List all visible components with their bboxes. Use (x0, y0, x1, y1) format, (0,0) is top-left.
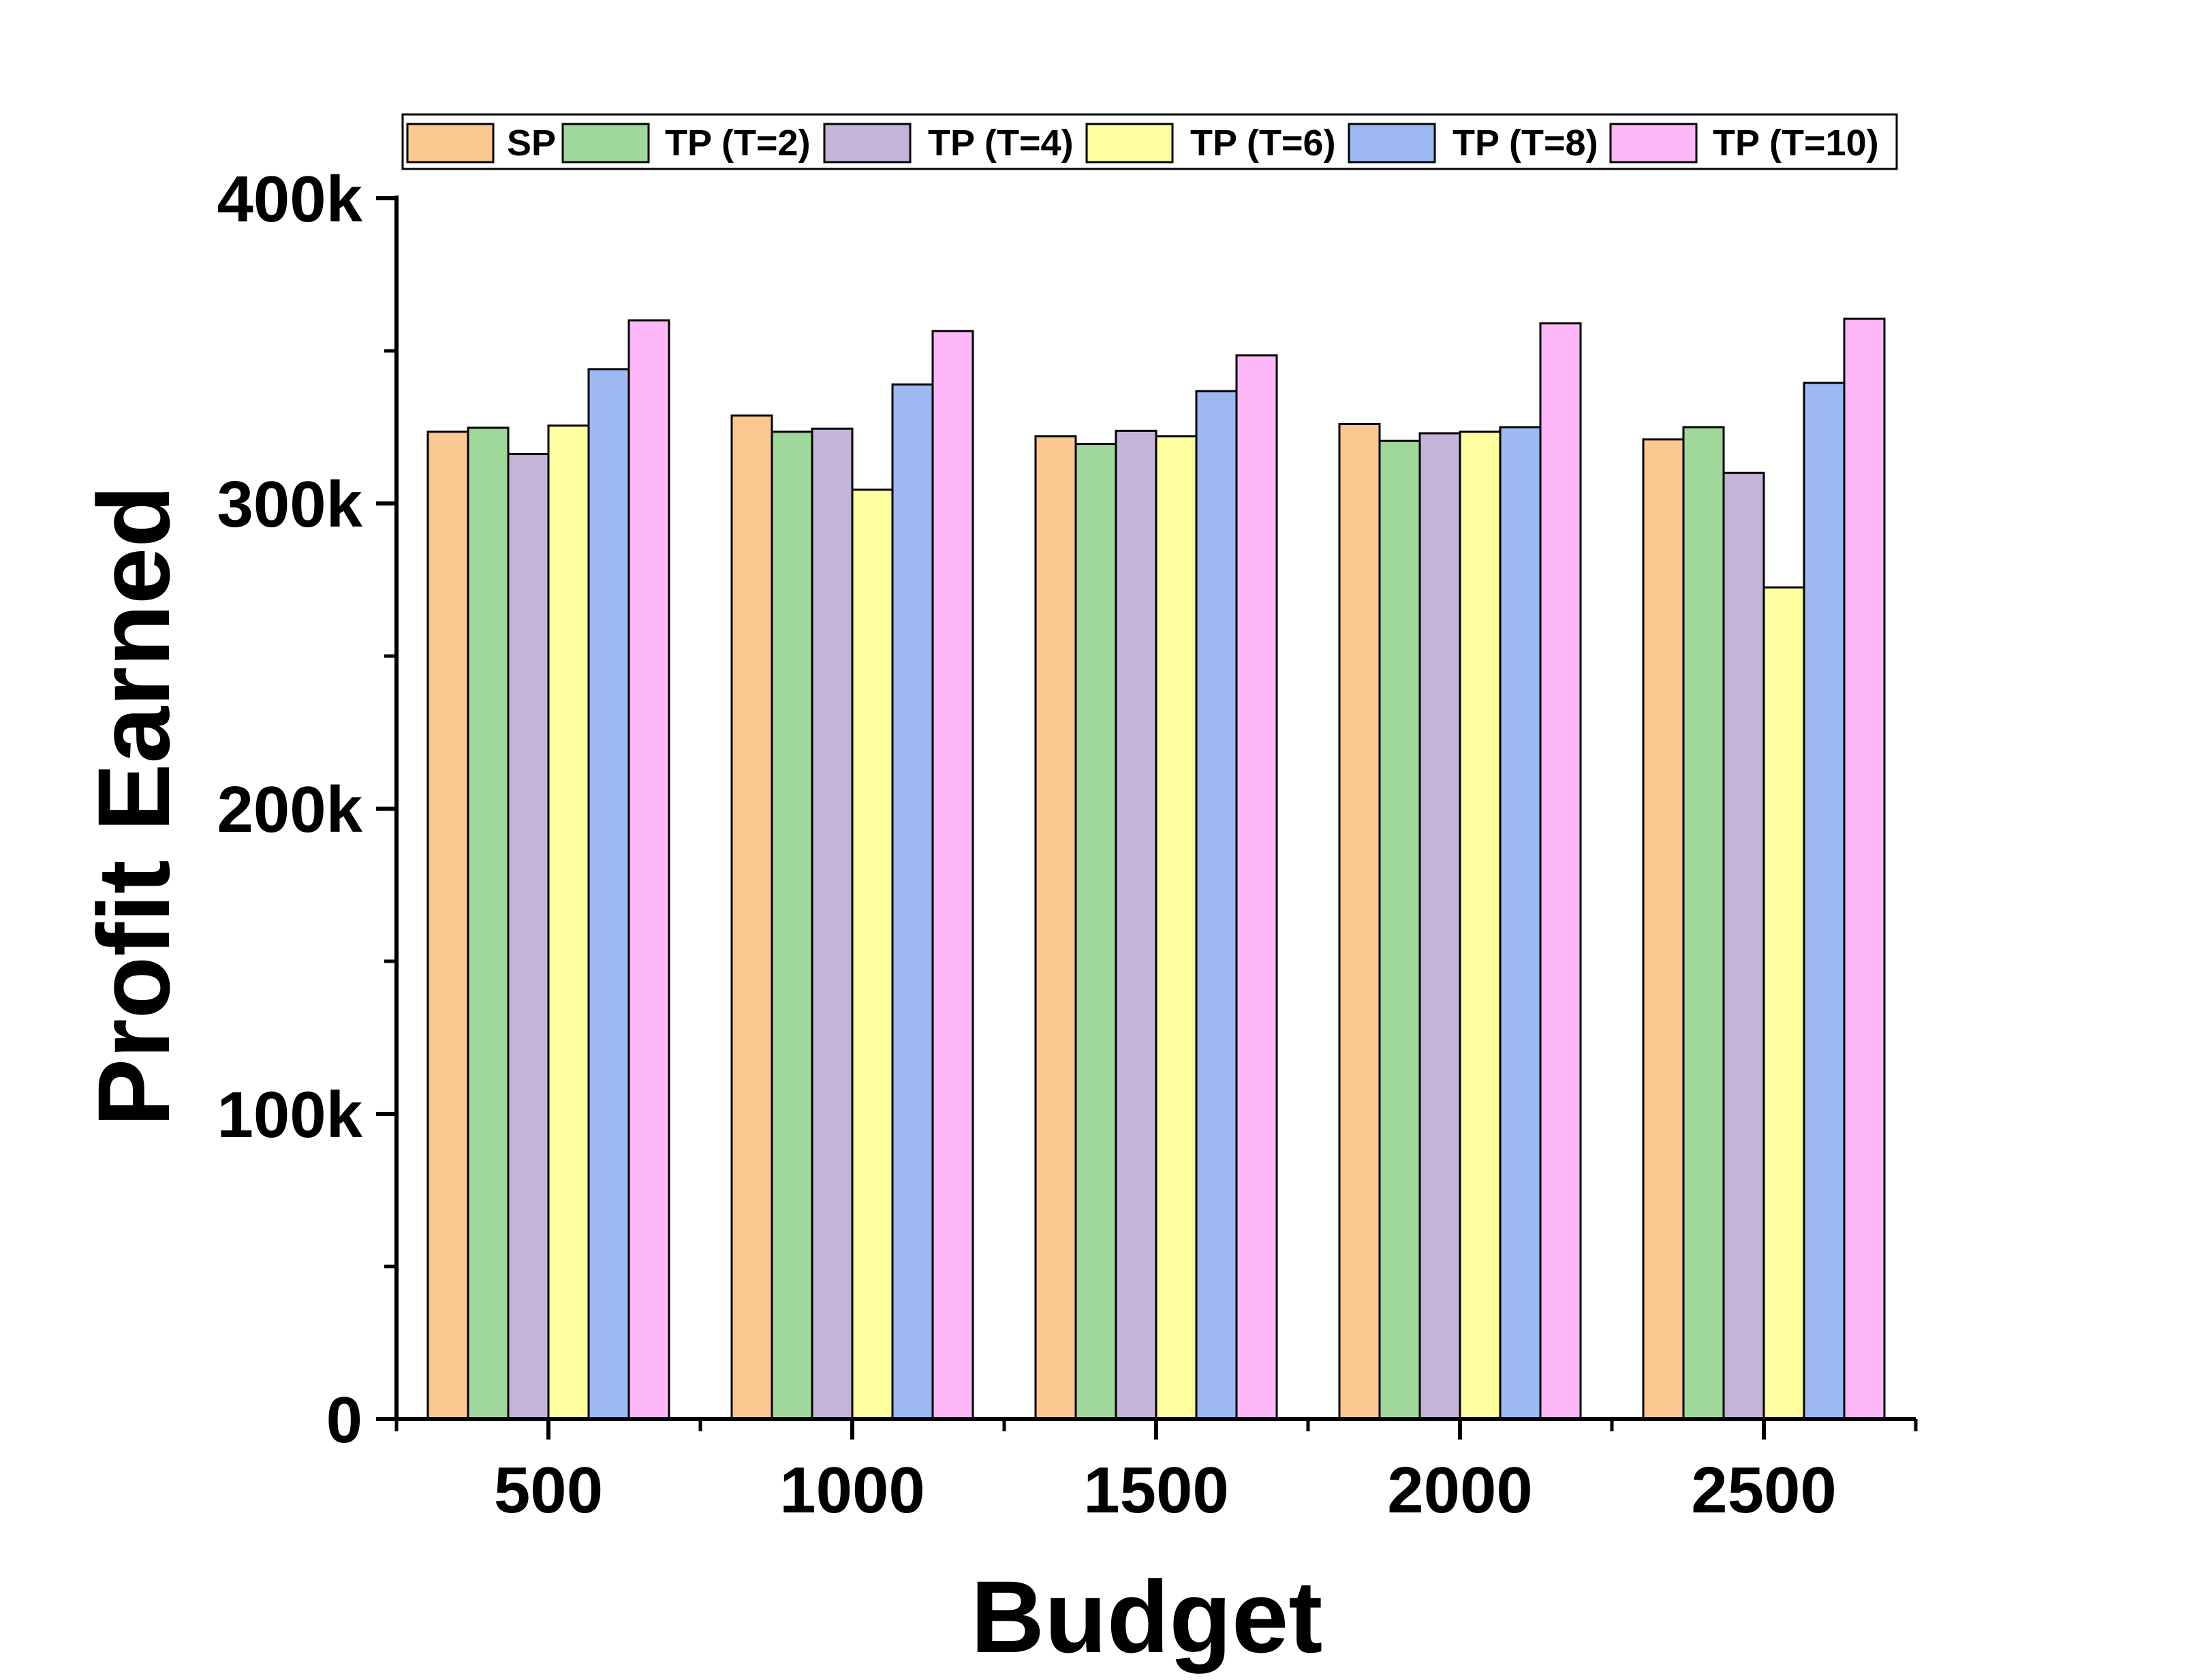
legend-label: TP (T=8) (1452, 123, 1598, 164)
bar-tp-t-6-2000 (1459, 431, 1502, 1420)
legend-label: TP (T=10) (1713, 123, 1879, 164)
bar-tp-t-8-1000 (891, 383, 934, 1420)
bar-tp-t-8-1500 (1195, 390, 1238, 1420)
bar-tp-t-2-1000 (771, 431, 813, 1420)
bar-tp-t-6-1500 (1155, 435, 1198, 1420)
x-tick-label: 1000 (779, 1454, 925, 1527)
y-tick-label: 300k (217, 468, 362, 541)
bar-tp-t-4-1000 (811, 427, 854, 1420)
legend-swatch (1085, 123, 1174, 164)
legend-swatch (823, 123, 912, 164)
bar-sp-500 (426, 431, 469, 1420)
y-tick-label: 400k (217, 163, 362, 236)
bar-sp-1000 (730, 414, 773, 1420)
axes: 0 100k 200k 300k 400k 500 1000 1500 2000 2500 (217, 163, 1918, 1527)
bar-tp-t-10-1000 (931, 330, 974, 1420)
legend: SP TP (T=2) TP (T=4) TP (T=6) TP (T=8) TP (T=… (401, 113, 1898, 170)
bar-tp-t-4-500 (507, 452, 550, 1420)
legend-swatch (561, 123, 650, 164)
bar-tp-t-2-500 (467, 426, 510, 1420)
bar-tp-t-4-2500 (1722, 471, 1765, 1420)
bar-tp-t-2-1500 (1074, 443, 1117, 1420)
legend-swatch (1609, 123, 1698, 164)
y-tick-label: 200k (217, 773, 362, 846)
bar-tp-t-10-2000 (1539, 322, 1582, 1420)
y-tick-label: 100k (217, 1078, 362, 1151)
bar-tp-t-2-2500 (1682, 426, 1725, 1420)
bar-tp-t-10-1500 (1235, 354, 1278, 1420)
bar-tp-t-6-2500 (1762, 586, 1805, 1420)
legend-swatch (406, 123, 495, 164)
y-axis-title: Profit Earned (76, 485, 191, 1127)
legend-label: TP (T=2) (665, 123, 811, 164)
x-axis-title: Budget (971, 1559, 1323, 1674)
bar-tp-t-8-2500 (1803, 382, 1846, 1420)
x-tick-label: 500 (494, 1454, 603, 1527)
bars-area (426, 317, 1886, 1420)
x-tick-label: 2500 (1691, 1454, 1837, 1527)
bar-tp-t-2-2000 (1378, 439, 1421, 1420)
bar-sp-1500 (1034, 435, 1077, 1420)
bar-tp-t-4-2000 (1418, 432, 1461, 1420)
legend-label: SP (507, 123, 556, 164)
legend-swatch (1348, 123, 1436, 164)
bar-tp-t-6-1000 (851, 488, 894, 1420)
bar-tp-t-4-1500 (1115, 429, 1157, 1420)
bar-tp-t-8-500 (587, 368, 630, 1420)
x-tick-label: 1500 (1083, 1454, 1229, 1527)
bar-tp-t-10-500 (627, 319, 670, 1420)
bar-tp-t-6-500 (547, 424, 590, 1420)
y-tick-label: 0 (326, 1384, 362, 1457)
bar-tp-t-8-2000 (1499, 426, 1542, 1420)
bar-tp-t-10-2500 (1843, 317, 1886, 1420)
bar-sp-2000 (1338, 423, 1381, 1420)
legend-label: TP (T=6) (1190, 123, 1336, 164)
x-tick-label: 2000 (1387, 1454, 1533, 1527)
legend-label: TP (T=4) (928, 123, 1074, 164)
bar-sp-2500 (1642, 438, 1685, 1420)
